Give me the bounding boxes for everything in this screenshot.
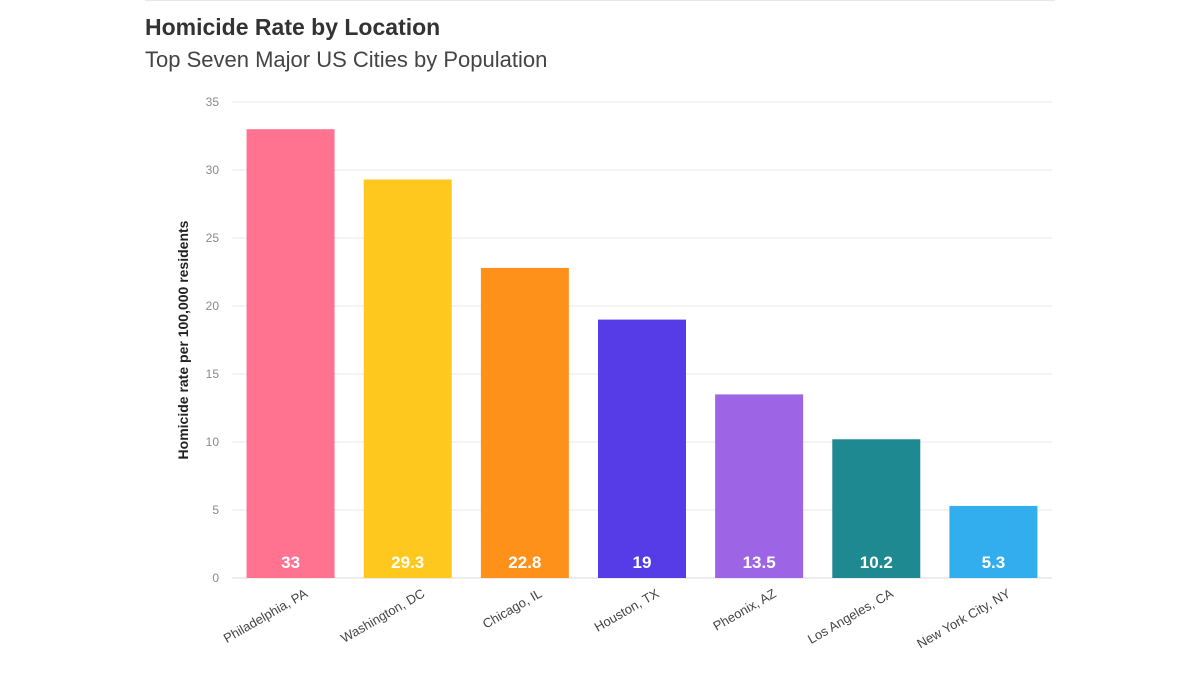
data-label: 5.3 — [982, 553, 1006, 572]
data-label: 33 — [281, 553, 300, 572]
data-labels: 33 29.3 22.8 19 13.5 10.2 5.3 — [281, 553, 1005, 572]
y-tick-label: 15 — [206, 367, 220, 381]
y-axis-label: Homicide rate per 100,000 residents — [175, 220, 191, 459]
chart-subtitle: Top Seven Major US Cities by Population — [145, 47, 548, 72]
bar — [715, 394, 804, 578]
x-axis-ticks: Philadelphia, PA Washington, DC Chicago, I… — [221, 585, 1013, 651]
y-tick-label: 25 — [206, 231, 220, 245]
chart-title: Homicide Rate by Location — [145, 14, 441, 40]
y-tick-label: 5 — [212, 503, 219, 517]
y-tick-label: 20 — [206, 299, 220, 313]
data-label: 29.3 — [391, 553, 424, 572]
x-tick-label: Chicago, IL — [480, 586, 544, 632]
x-tick-label: Houston, TX — [592, 585, 662, 634]
bar — [246, 129, 335, 578]
top-divider — [145, 0, 1055, 1]
bar — [363, 179, 452, 578]
data-label: 19 — [633, 553, 652, 572]
y-tick-label: 0 — [212, 571, 219, 585]
y-axis-ticks: 0 5 10 15 20 25 30 35 — [206, 95, 220, 585]
y-tick-label: 30 — [206, 163, 220, 177]
bar — [598, 319, 686, 578]
x-tick-label: Philadelphia, PA — [221, 585, 311, 645]
bar — [480, 267, 569, 578]
x-tick-label: Los Angeles, CA — [805, 585, 896, 646]
data-label: 10.2 — [860, 553, 893, 572]
x-tick-label: Pheonix, AZ — [710, 586, 778, 634]
y-tick-label: 10 — [206, 435, 220, 449]
bar — [832, 439, 921, 578]
x-tick-label: New York City, NY — [914, 585, 1013, 651]
x-tick-label: Washington, DC — [338, 586, 427, 646]
data-label: 22.8 — [508, 553, 541, 572]
bars — [246, 129, 1038, 578]
bar — [949, 505, 1038, 578]
data-label: 13.5 — [743, 553, 776, 572]
y-tick-label: 35 — [206, 95, 220, 109]
